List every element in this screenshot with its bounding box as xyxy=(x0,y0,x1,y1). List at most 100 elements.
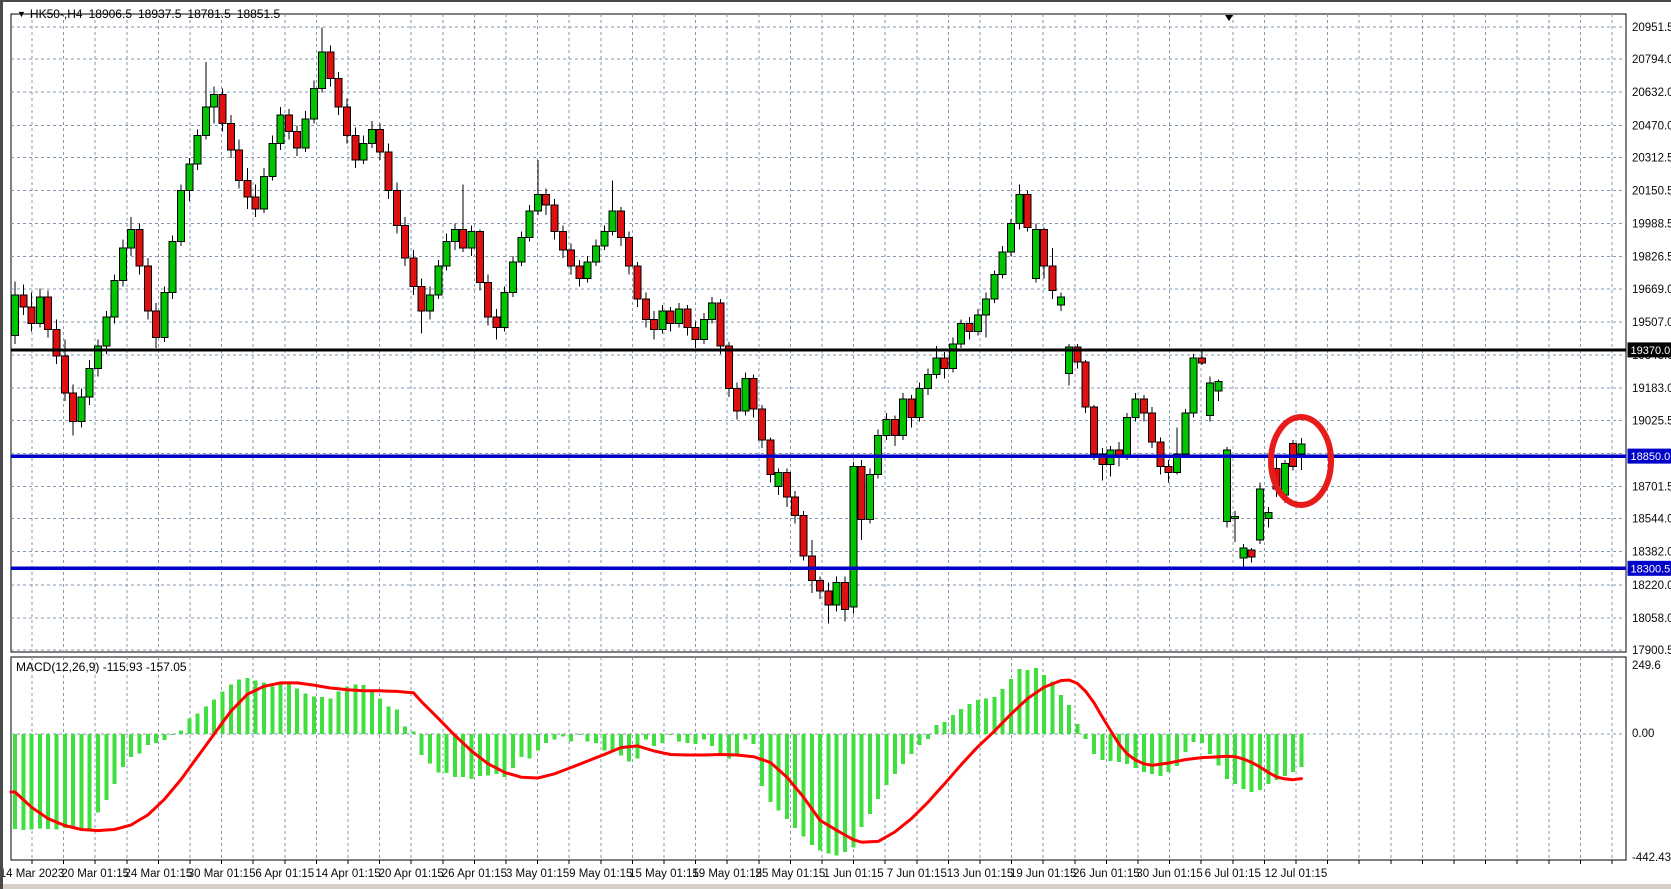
macd-bar xyxy=(884,734,889,786)
macd-bar xyxy=(1158,734,1163,777)
highlight-ellipse-annotation[interactable] xyxy=(1268,414,1334,508)
chart-canvas[interactable]: 20951.5 20794.0 20632.0 20470.0 20312.5 20150… xyxy=(3,2,1671,889)
macd-bar xyxy=(751,734,756,745)
candle-body xyxy=(774,471,783,488)
candle-body xyxy=(334,77,343,108)
macd-bar xyxy=(809,734,814,845)
candle-body xyxy=(907,398,916,418)
time-tick-label: 19 May 01:15 xyxy=(692,868,762,880)
candle-body xyxy=(1007,222,1015,253)
candle-body xyxy=(882,418,891,437)
macd-bar xyxy=(677,734,681,742)
candle-body xyxy=(19,294,28,308)
candle-body xyxy=(85,367,94,398)
candle-body xyxy=(143,265,152,312)
macd-bar xyxy=(1025,669,1030,734)
candle-body xyxy=(118,247,127,281)
candle-body xyxy=(1156,441,1165,467)
candle-body xyxy=(849,465,858,608)
macd-axis[interactable]: 249.6 0.00 -442.43 xyxy=(1632,660,1671,864)
macd-bar xyxy=(552,734,557,740)
macd-bar xyxy=(96,734,100,813)
macd-bar xyxy=(544,734,549,743)
macd-bar xyxy=(428,734,432,764)
candle-body xyxy=(592,245,600,263)
candle-body xyxy=(1189,357,1198,414)
macd-bar xyxy=(444,734,449,773)
candle-body xyxy=(77,396,86,422)
macd-bar xyxy=(643,734,648,740)
symbol-dropdown-icon[interactable]: ▼ xyxy=(17,9,26,19)
candle-body xyxy=(1264,511,1273,519)
candle-body xyxy=(616,210,625,239)
hlines-layer[interactable] xyxy=(11,348,1626,571)
candle-body xyxy=(359,143,368,161)
candle-body xyxy=(865,473,874,520)
macd-indicator-label: MACD(12,26,9) -115.93 -157.05 xyxy=(16,660,187,674)
price-tick-label: 19507.0 xyxy=(1632,317,1671,329)
macd-bar xyxy=(801,734,806,837)
price-tick-label: 19025.5 xyxy=(1632,415,1671,427)
candle-body xyxy=(625,237,634,267)
candle-body xyxy=(1297,443,1306,455)
candle-body xyxy=(525,210,534,239)
candle-body xyxy=(1164,465,1173,473)
macd-bar xyxy=(818,734,823,851)
time-tick-label: 9 May 01:15 xyxy=(569,868,632,880)
candle-body xyxy=(318,51,327,90)
macd-tick-label: 0.00 xyxy=(1632,728,1654,740)
price-axis[interactable]: 20951.5 20794.0 20632.0 20470.0 20312.5 20150… xyxy=(1627,22,1671,657)
macd-bar xyxy=(54,734,59,830)
macd-bar xyxy=(245,678,250,734)
macd-bar xyxy=(1116,734,1121,763)
macd-tick-label: 249.6 xyxy=(1632,660,1661,672)
macd-bar xyxy=(1266,734,1271,784)
candle-body xyxy=(1015,194,1024,224)
price-tick-label: 20951.5 xyxy=(1632,22,1671,34)
price-tick-label: 19826.5 xyxy=(1632,252,1671,264)
price-tick-label: 20470.0 xyxy=(1632,120,1671,132)
price-tick-label: 18382.0 xyxy=(1632,547,1671,559)
candle-body xyxy=(343,106,351,137)
macd-bar xyxy=(735,734,740,756)
time-tick-label: 14 Apr 01:15 xyxy=(315,868,380,880)
candle-body xyxy=(509,261,517,294)
candles-layer xyxy=(11,27,1306,624)
macd-bar xyxy=(328,698,333,734)
price-line-label: 19370.0 xyxy=(1631,345,1671,357)
macd-bar xyxy=(569,734,574,742)
macd-bar xyxy=(959,709,964,734)
candle-body xyxy=(1056,296,1065,306)
macd-bar xyxy=(602,734,607,751)
candle-body xyxy=(168,241,177,294)
macd-bar xyxy=(511,734,515,768)
quote-low: 18781.5 xyxy=(187,7,231,21)
candle-body xyxy=(1073,346,1082,363)
macd-bar xyxy=(353,684,358,734)
macd-bar xyxy=(436,734,441,773)
candle-body xyxy=(1031,228,1040,279)
price-tick-label: 18701.5 xyxy=(1632,481,1671,493)
candle-body xyxy=(309,88,318,120)
candle-body xyxy=(575,265,584,279)
macd-bar xyxy=(693,734,698,745)
macd-bar xyxy=(170,734,175,736)
candle-body xyxy=(492,316,501,328)
candle-body xyxy=(268,143,277,177)
candle-body xyxy=(326,51,335,79)
candle-body xyxy=(276,114,285,145)
price-tick-label: 20632.0 xyxy=(1632,87,1671,99)
candle-body xyxy=(193,135,202,165)
macd-bar xyxy=(179,730,183,734)
candle-body xyxy=(724,345,733,390)
macd-bar xyxy=(345,686,349,734)
candle-body xyxy=(600,230,609,247)
macd-bar xyxy=(112,734,117,784)
chart-shift-marker[interactable] xyxy=(1225,15,1233,21)
candle-body xyxy=(1173,453,1181,473)
macd-bar xyxy=(743,734,748,740)
macd-bar xyxy=(1067,705,1072,734)
candle-body xyxy=(650,318,659,330)
macd-bar xyxy=(336,691,341,734)
